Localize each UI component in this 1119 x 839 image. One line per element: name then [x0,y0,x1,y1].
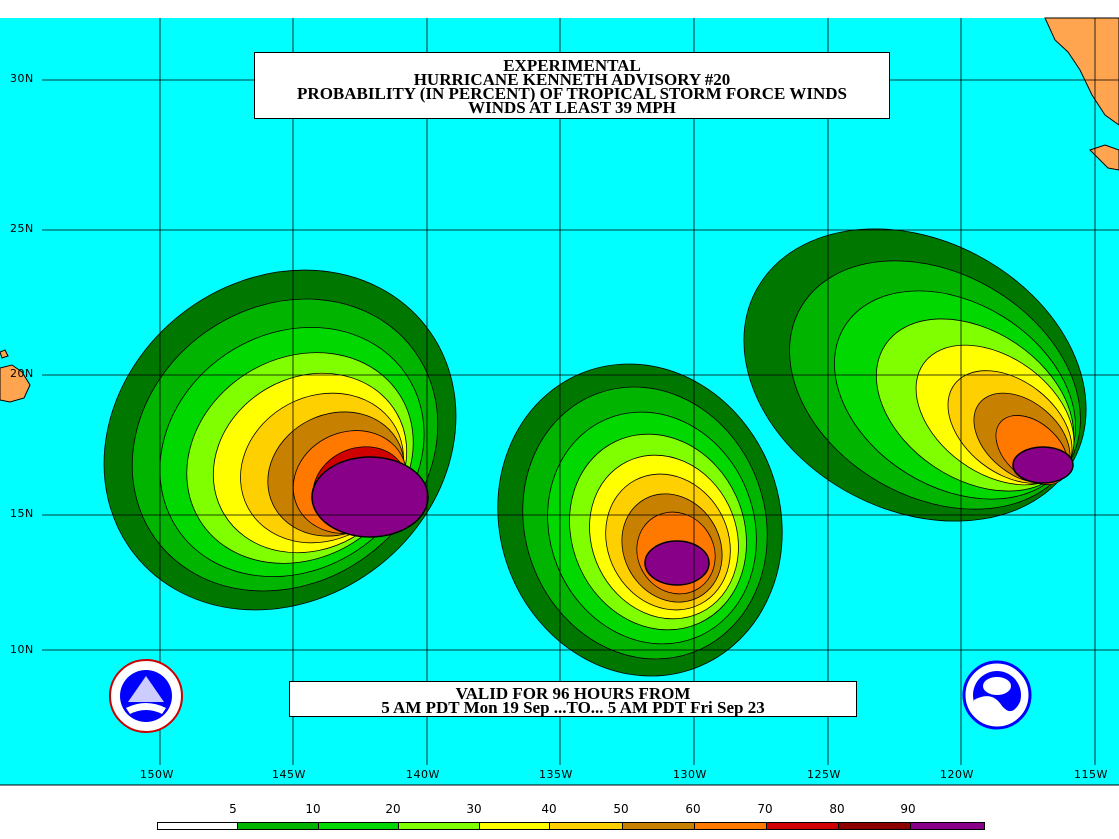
legend-label: 5 [229,802,237,816]
storm-contour-system [497,363,783,677]
legend-label: 30 [466,802,482,816]
lon-label-115w: 115W [1074,768,1108,781]
title-line-2: HURRICANE KENNETH ADVISORY #20 [413,70,731,89]
legend-color-swatch [549,822,623,830]
title-line-3: PROBABILITY (IN PERCENT) OF TROPICAL STO… [297,84,847,103]
valid-period-box: VALID FOR 96 HOURS FROM 5 AM PDT Mon 19 … [289,681,857,717]
lon-label-120w: 120W [940,768,974,781]
probability-core-90 [1012,446,1074,484]
title-line-4: WINDS AT LEAST 39 MPH [468,98,676,117]
lon-label-130w: 130W [673,768,707,781]
legend-color-swatch [479,822,550,830]
hawaii-island-land [0,349,9,359]
mexico-land [1089,144,1119,171]
lon-label-135w: 135W [539,768,573,781]
title-box: EXPERIMENTAL HURRICANE KENNETH ADVISORY … [254,52,890,119]
legend-label: 40 [541,802,557,816]
lon-label-145w: 145W [272,768,306,781]
legend-color-swatch [838,822,911,830]
probability-contours [103,228,1087,677]
lon-label-140w: 140W [406,768,440,781]
lat-lon-grid [42,18,1119,765]
legend-label: 70 [757,802,773,816]
legend-label: 10 [305,802,321,816]
legend-color-swatch [910,822,985,830]
lat-label-25n: 25N [10,222,34,235]
nws-logo-icon [109,659,183,733]
valid-line-1: VALID FOR 96 HOURS FROM [455,684,691,703]
valid-line-2: 5 AM PDT Mon 19 Sep ...TO... 5 AM PDT Fr… [381,698,765,717]
lon-label-125w: 125W [807,768,841,781]
probability-core-90 [311,456,429,538]
land-areas [0,17,1119,403]
hawaii-land [0,364,31,403]
probability-core-90 [644,540,710,586]
legend-label: 20 [385,802,401,816]
lat-label-30n: 30N [10,72,34,85]
legend-color-swatch [157,822,238,830]
legend-color-swatch [694,822,767,830]
noaa-logo-icon [962,660,1032,730]
title-line-1: EXPERIMENTAL [503,56,641,75]
legend-color-swatch [766,822,839,830]
legend-color-swatch [237,822,319,830]
lat-label-15n: 15N [10,507,34,520]
legend-label: 60 [685,802,701,816]
legend-color-swatch [318,822,399,830]
legend-color-swatch [398,822,480,830]
storm-contour-system [743,228,1087,522]
legend-color-swatch [622,822,695,830]
storm-contour-system [103,269,457,611]
legend-label: 50 [613,802,629,816]
baja-california-land [1044,17,1119,126]
lon-label-150w: 150W [140,768,174,781]
lat-label-20n: 20N [10,367,34,380]
lat-label-10n: 10N [10,643,34,656]
legend-label: 80 [829,802,845,816]
legend-label: 90 [900,802,916,816]
